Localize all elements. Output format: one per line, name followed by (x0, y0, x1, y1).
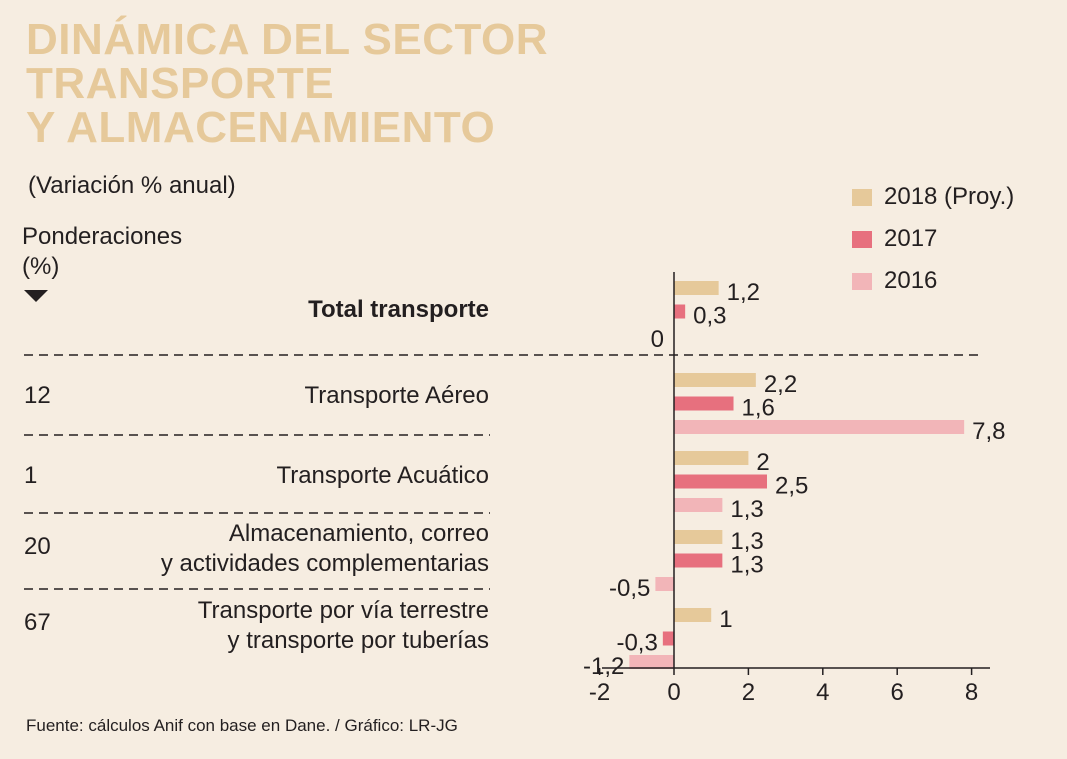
bar-2018-row-2 (674, 451, 749, 465)
down-triangle-icon (24, 290, 48, 302)
bar-2017-row-1 (674, 396, 734, 411)
bar-2018-row-0 (674, 281, 719, 295)
row-label-transporte-aereo: Transporte Aéreo (304, 381, 489, 411)
ponderaciones-header: Ponderaciones (%) (22, 222, 182, 282)
legend-item-2018: 2018 (Proy.) (852, 176, 1014, 218)
data-label-2018-row-3: 1,3 (730, 528, 763, 555)
row-label-terrestre: Transporte por vía terrestre y transport… (198, 596, 489, 656)
legend: 2018 (Proy.) 2017 2016 (852, 176, 1014, 302)
data-label-2018-row-0: 1,2 (727, 279, 760, 306)
row-label-line: y actividades complementarias (160, 550, 489, 577)
bar-2016-row-1 (674, 420, 965, 434)
row-label-transporte-acuatico: Transporte Acuático (276, 461, 489, 491)
bar-2017-row-4 (662, 631, 674, 646)
legend-label-2018: 2018 (Proy.) (884, 183, 1015, 210)
title-line-1: DINÁMICA DEL SECTOR (26, 15, 549, 64)
data-label-2016-row-3: -0,5 (609, 575, 650, 602)
title-line-3: Y ALMACENAMIENTO (26, 103, 496, 152)
row-weight-acuatico: 1 (24, 462, 38, 489)
x-tick-label-6: 6 (891, 679, 904, 706)
row-label-line: Transporte Acuático (276, 462, 489, 489)
row-label-line: Almacenamiento, correo (228, 520, 489, 547)
row-weight-almacenamiento: 20 (24, 533, 51, 560)
legend-swatch-2017 (852, 230, 872, 248)
data-label-2016-row-2: 1,3 (730, 496, 763, 523)
data-label-2018-row-2: 2 (756, 449, 769, 476)
bar-2016-row-3 (655, 577, 674, 591)
data-label-2018-row-1: 2,2 (764, 371, 797, 398)
row-weight-terrestre: 67 (24, 609, 51, 636)
row-label-line: Transporte por vía terrestre (197, 597, 489, 624)
legend-swatch-2018 (852, 188, 872, 206)
bar-2016-row-4 (629, 655, 674, 669)
data-label-2017-row-4: -0,3 (616, 630, 657, 657)
data-label-2016-row-1: 7,8 (972, 418, 1005, 445)
data-label-2016-row-0: 0 (651, 326, 664, 353)
chart-title: DINÁMICA DEL SECTOR TRANSPORTE Y ALMACEN… (26, 18, 548, 150)
x-tick-label-4: 4 (816, 679, 829, 706)
bar-2017-row-0 (674, 304, 686, 319)
x-tick-label-0: 0 (667, 679, 680, 706)
row-label-line: Transporte Aéreo (304, 382, 489, 409)
bar-2018-row-4 (674, 608, 712, 622)
legend-item-2017: 2017 (852, 218, 1014, 260)
bar-2017-row-3 (674, 553, 723, 568)
legend-label-2017: 2017 (884, 225, 938, 252)
ponderaciones-label: Ponderaciones (22, 223, 183, 250)
bar-2018-row-1 (674, 373, 756, 387)
x-tick-label-8: 8 (965, 679, 978, 706)
data-label-2017-row-3: 1,3 (730, 552, 763, 579)
x-tick-label--2: -2 (589, 679, 610, 706)
source-note: Fuente: cálculos Anif con base en Dane. … (26, 716, 458, 735)
data-label-2017-row-2: 2,5 (775, 473, 808, 500)
data-label-2016-row-4: -1,2 (583, 653, 624, 680)
data-label-2018-row-4: 1 (719, 606, 732, 633)
legend-label-2016: 2016 (884, 267, 938, 294)
title-line-2: TRANSPORTE (26, 59, 335, 108)
data-label-2017-row-1: 1,6 (742, 395, 775, 422)
row-label-line: Total transporte (308, 296, 489, 323)
chart-subtitle: (Variación % anual) (28, 172, 236, 199)
bar-2017-row-2 (674, 474, 767, 489)
row-label-almacenamiento: Almacenamiento, correo y actividades com… (161, 519, 489, 579)
legend-item-2016: 2016 (852, 260, 1014, 302)
row-weight-aereo: 12 (24, 382, 51, 409)
row-label-total-transporte: Total transporte (308, 295, 489, 325)
x-tick-label-2: 2 (742, 679, 755, 706)
ponderaciones-unit: (%) (22, 253, 60, 280)
bar-2016-row-2 (674, 498, 723, 512)
legend-swatch-2016 (852, 272, 872, 290)
bar-2018-row-3 (674, 530, 723, 544)
data-label-2017-row-0: 0,3 (693, 303, 726, 330)
row-label-line: y transporte por tuberías (227, 627, 489, 654)
